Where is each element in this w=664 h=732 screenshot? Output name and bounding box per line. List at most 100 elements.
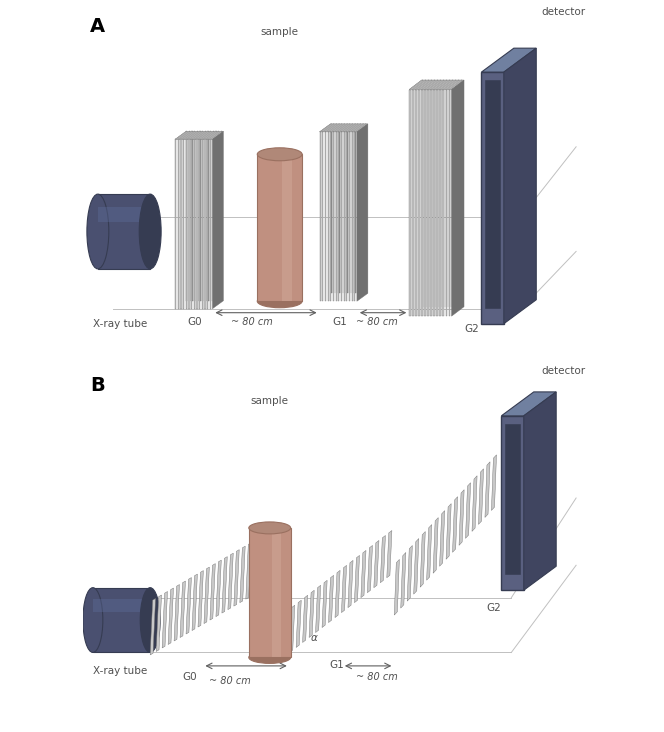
- Polygon shape: [505, 424, 520, 574]
- Polygon shape: [181, 131, 193, 139]
- Text: ~ 80 cm: ~ 80 cm: [209, 676, 251, 686]
- Text: B: B: [90, 376, 105, 395]
- Polygon shape: [150, 599, 155, 655]
- Polygon shape: [524, 392, 556, 590]
- Polygon shape: [189, 131, 201, 139]
- Polygon shape: [346, 132, 347, 302]
- Polygon shape: [434, 89, 435, 316]
- Polygon shape: [415, 80, 429, 89]
- Polygon shape: [501, 416, 524, 590]
- Polygon shape: [348, 561, 353, 608]
- Polygon shape: [418, 89, 420, 316]
- Polygon shape: [455, 80, 456, 307]
- Ellipse shape: [257, 295, 302, 307]
- Polygon shape: [351, 132, 353, 302]
- Polygon shape: [440, 80, 454, 89]
- Polygon shape: [380, 536, 385, 583]
- Polygon shape: [459, 490, 464, 545]
- Polygon shape: [175, 131, 187, 139]
- Polygon shape: [174, 585, 179, 641]
- Polygon shape: [363, 124, 364, 294]
- Polygon shape: [216, 560, 221, 616]
- Polygon shape: [202, 131, 203, 301]
- Polygon shape: [415, 89, 416, 316]
- Polygon shape: [192, 574, 197, 630]
- Polygon shape: [443, 80, 444, 307]
- Ellipse shape: [249, 651, 291, 663]
- Polygon shape: [442, 80, 456, 89]
- Text: G2: G2: [464, 324, 479, 334]
- Polygon shape: [207, 131, 219, 139]
- Polygon shape: [504, 48, 537, 324]
- Polygon shape: [191, 139, 193, 309]
- Polygon shape: [207, 139, 208, 309]
- Polygon shape: [436, 89, 438, 316]
- Polygon shape: [191, 131, 193, 301]
- Ellipse shape: [257, 148, 302, 161]
- Polygon shape: [309, 590, 314, 638]
- Polygon shape: [355, 556, 359, 602]
- Polygon shape: [191, 131, 203, 139]
- Polygon shape: [181, 139, 182, 309]
- Polygon shape: [346, 124, 359, 132]
- Text: A: A: [90, 18, 106, 37]
- Polygon shape: [186, 131, 187, 301]
- Text: ~ 80 cm: ~ 80 cm: [356, 673, 398, 682]
- Polygon shape: [186, 578, 191, 634]
- Polygon shape: [420, 531, 425, 587]
- Polygon shape: [430, 89, 432, 316]
- Polygon shape: [186, 139, 187, 309]
- Polygon shape: [330, 132, 331, 302]
- Polygon shape: [407, 545, 412, 601]
- Polygon shape: [428, 80, 429, 307]
- Polygon shape: [341, 124, 353, 132]
- Polygon shape: [204, 567, 209, 624]
- Polygon shape: [319, 132, 321, 302]
- Text: ~ 80 cm: ~ 80 cm: [356, 317, 398, 327]
- Polygon shape: [183, 139, 185, 309]
- Polygon shape: [343, 124, 356, 132]
- Polygon shape: [452, 80, 464, 316]
- Polygon shape: [215, 131, 216, 301]
- Polygon shape: [352, 124, 353, 294]
- Polygon shape: [199, 131, 201, 301]
- Polygon shape: [234, 550, 239, 606]
- Polygon shape: [409, 89, 410, 316]
- Polygon shape: [351, 124, 364, 132]
- Polygon shape: [222, 556, 227, 613]
- Polygon shape: [472, 476, 477, 531]
- Polygon shape: [430, 80, 444, 89]
- Polygon shape: [194, 139, 195, 309]
- Polygon shape: [194, 131, 206, 139]
- Polygon shape: [422, 89, 423, 316]
- Polygon shape: [440, 89, 441, 316]
- Polygon shape: [446, 80, 448, 307]
- Polygon shape: [431, 80, 432, 307]
- Polygon shape: [335, 132, 337, 302]
- Polygon shape: [252, 539, 257, 596]
- Polygon shape: [282, 154, 292, 302]
- Polygon shape: [218, 131, 219, 301]
- Polygon shape: [205, 139, 206, 309]
- Polygon shape: [449, 80, 450, 307]
- Polygon shape: [183, 131, 195, 139]
- Polygon shape: [212, 131, 223, 309]
- Polygon shape: [330, 124, 343, 132]
- Polygon shape: [296, 600, 301, 648]
- Polygon shape: [186, 131, 198, 139]
- Polygon shape: [409, 80, 423, 89]
- Polygon shape: [428, 80, 441, 89]
- Ellipse shape: [140, 588, 160, 652]
- Polygon shape: [479, 468, 483, 524]
- Polygon shape: [333, 124, 345, 132]
- Text: detector: detector: [542, 7, 586, 18]
- Polygon shape: [349, 124, 351, 294]
- Polygon shape: [93, 599, 150, 612]
- Polygon shape: [424, 89, 426, 316]
- Polygon shape: [205, 131, 206, 301]
- Polygon shape: [338, 132, 339, 302]
- Polygon shape: [335, 124, 348, 132]
- Ellipse shape: [249, 522, 291, 534]
- Polygon shape: [434, 80, 448, 89]
- Polygon shape: [442, 89, 444, 316]
